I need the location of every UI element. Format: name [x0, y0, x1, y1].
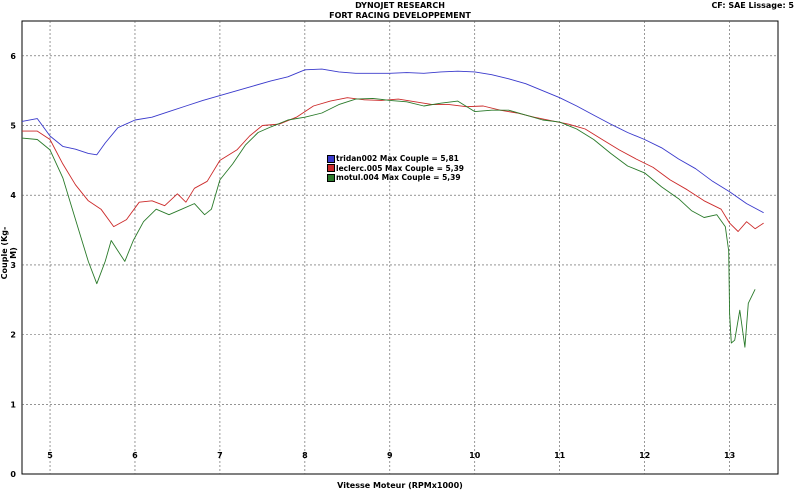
x-tick-label-11: 11 [554, 451, 566, 460]
legend-label-leclerc: leclerc.005 Max Couple = 5,39 [336, 163, 465, 173]
plot-area [21, 20, 779, 475]
x-tick-label-10: 10 [469, 451, 481, 460]
x-tick-label-13: 13 [724, 451, 735, 460]
y-tick-label-1: 1 [10, 400, 16, 409]
legend-label-tridan: tridan002 Max Couple = 5,81 [336, 154, 459, 163]
legend-swatch-green [327, 173, 335, 182]
x-tick-label-7: 7 [217, 451, 223, 460]
legend-item-motul: motul.004 Max Couple = 5,39 [327, 173, 464, 183]
y-tick-label-6: 6 [10, 52, 16, 61]
legend: tridan002 Max Couple = 5,81 leclerc.005 … [327, 154, 464, 183]
chart-title-line1: DYNOJET RESEARCH [355, 1, 445, 10]
y-tick-label-4: 4 [10, 191, 16, 200]
series-line-0 [21, 68, 764, 214]
y-tick-label-3: 3 [10, 261, 16, 270]
grid [22, 21, 778, 474]
legend-item-tridan: tridan002 Max Couple = 5,81 [327, 154, 464, 164]
legend-swatch-blue [327, 154, 335, 163]
x-tick-label-6: 6 [132, 451, 138, 460]
y-tick-label-2: 2 [10, 331, 16, 340]
x-tick-label-8: 8 [302, 451, 308, 460]
legend-item-leclerc: leclerc.005 Max Couple = 5,39 [327, 164, 464, 174]
series-line-1 [22, 97, 764, 232]
x-tick-label-9: 9 [387, 451, 393, 460]
x-tick-label-12: 12 [639, 451, 650, 460]
legend-swatch-red [327, 164, 335, 173]
x-axis-label: Vitesse Moteur (RPMx1000) [337, 481, 463, 490]
y-tick-label-5: 5 [10, 122, 16, 131]
x-tick-label-5: 5 [47, 451, 53, 460]
chart-title-line2: FORT RACING DEVELOPPEMENT [329, 11, 471, 20]
y-tick-label-0: 0 [10, 470, 16, 479]
legend-label-motul: motul.004 Max Couple = 5,39 [336, 173, 461, 183]
series-lines [21, 68, 764, 348]
series-line-2 [21, 97, 756, 348]
correction-factor-info: CF: SAE Lissage: 5 [711, 1, 794, 10]
y-axis-label: Couple (Kg-M) [0, 226, 18, 280]
